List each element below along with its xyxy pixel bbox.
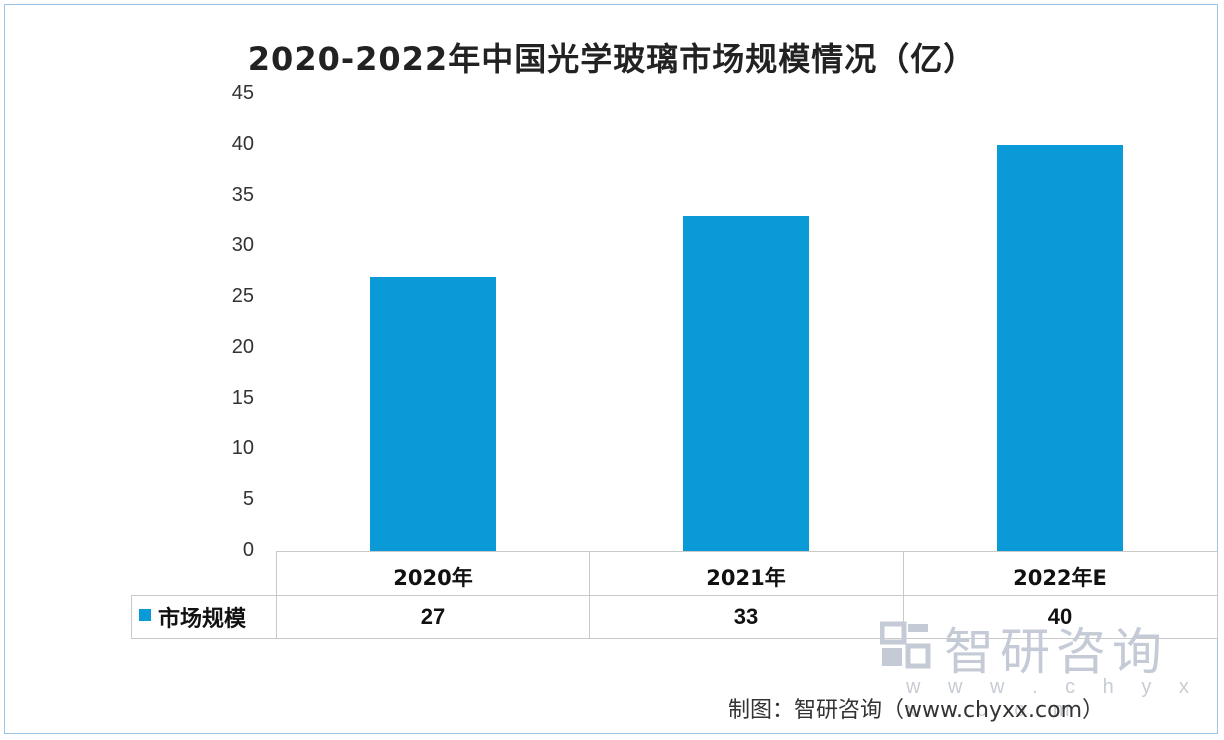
y-tick-label: 5 xyxy=(242,488,254,511)
source-note: 制图：智研咨询（www.chyxx.com） xyxy=(728,698,1105,723)
category-label: 2020年 xyxy=(393,566,473,590)
table-line xyxy=(589,551,590,638)
chart-frame xyxy=(4,4,1218,734)
y-tick-label: 15 xyxy=(231,386,254,409)
legend-label: 市场规模 xyxy=(158,607,247,632)
table-line xyxy=(131,638,1218,639)
y-tick-label: 40 xyxy=(231,132,254,155)
data-table-value: 40 xyxy=(1047,604,1073,629)
y-tick-label: 30 xyxy=(231,234,254,257)
table-line xyxy=(131,595,132,638)
category-label: 2022年E xyxy=(1013,566,1107,590)
y-tick-label: 20 xyxy=(231,335,254,358)
bar xyxy=(370,276,496,551)
y-tick-label: 0 xyxy=(242,539,254,561)
table-line xyxy=(131,595,1218,596)
table-line xyxy=(1217,551,1218,638)
y-tick-label: 25 xyxy=(231,285,254,308)
bar xyxy=(997,144,1123,551)
watermark-url: w w w . c h y x x . c o m xyxy=(906,676,1200,721)
y-tick-label: 35 xyxy=(231,183,254,206)
table-line xyxy=(276,551,1218,552)
data-table-value: 33 xyxy=(733,604,759,629)
y-tick-label: 45 xyxy=(231,82,254,104)
category-label: 2021年 xyxy=(706,566,786,590)
watermark-brand: 智研咨询 xyxy=(944,623,1168,681)
table-line xyxy=(276,551,277,638)
table-line xyxy=(903,551,904,638)
chart-title: 2020-2022年中国光学玻璃市场规模情况（亿） xyxy=(247,40,977,78)
legend-swatch xyxy=(139,609,151,621)
chyxx-logo-icon xyxy=(880,621,931,669)
data-table-value: 27 xyxy=(420,604,446,629)
bar xyxy=(683,215,809,551)
y-tick-label: 10 xyxy=(231,437,254,460)
